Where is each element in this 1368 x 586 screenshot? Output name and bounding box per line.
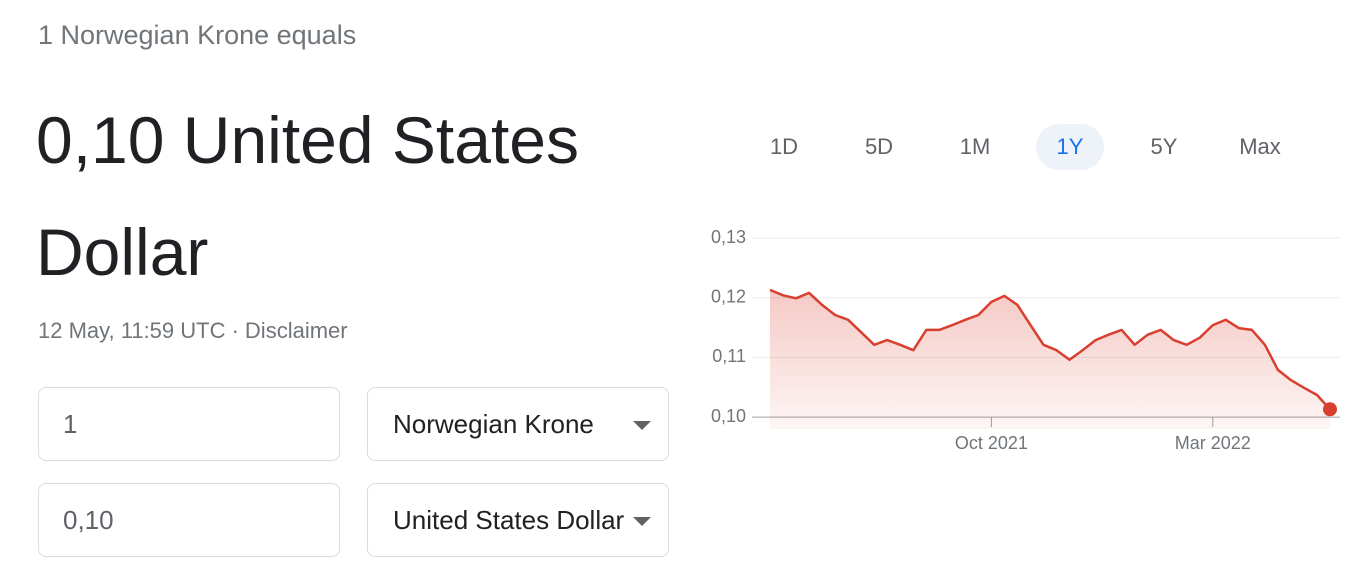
y-tick-label: 0,12 <box>711 286 746 306</box>
y-tick-label: 0,13 <box>711 227 746 247</box>
area <box>770 289 1330 429</box>
y-tick-label: 0,11 <box>712 346 746 366</box>
end-point <box>1323 402 1337 417</box>
intro: 1 Norwegian Krone equals <box>38 20 357 50</box>
result: 0,10 United States Dollar <box>36 103 580 289</box>
currency-select[interactable]: United States Dollar <box>367 483 669 557</box>
amount-input[interactable]: 0,10 <box>38 483 340 557</box>
range-tab[interactable]: Max <box>1239 134 1281 159</box>
range-tab[interactable]: 5Y <box>1150 134 1178 159</box>
y-tick-label: 0,10 <box>711 406 746 426</box>
range-tab[interactable]: 1D <box>769 134 799 159</box>
x-tick-label: Mar 2022 <box>1175 433 1251 453</box>
range-tab[interactable]: 1Y <box>1036 124 1104 170</box>
range-tab[interactable]: 5D <box>864 134 894 159</box>
line <box>769 288 1331 411</box>
timestamp-row: 12 May, 11:59 UTC · Disclaimer <box>38 318 348 344</box>
timestamp: 12 May, 11:59 UTC · <box>38 318 239 343</box>
x-tick-label: Oct 2021 <box>955 433 1028 453</box>
amount-input[interactable]: 1 <box>38 387 340 461</box>
disclaimer-link[interactable]: Disclaimer <box>244 318 348 343</box>
range-tab[interactable]: 1M <box>959 134 991 159</box>
currency-select[interactable]: Norwegian Krone <box>367 387 669 461</box>
chart: 0,10 0,11 0,12 0,13 Oct 2021 Mar 2022 <box>711 227 1340 453</box>
